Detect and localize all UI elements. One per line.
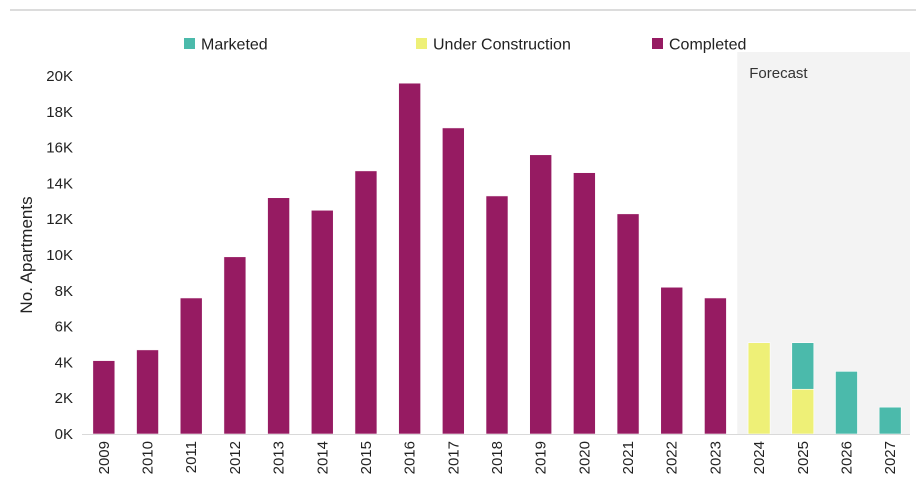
y-tick-label: 16K bbox=[46, 140, 73, 157]
bar-completed-2023 bbox=[704, 297, 727, 435]
x-tick-label-2016: 2016 bbox=[402, 441, 419, 474]
y-tick-label: 2K bbox=[55, 390, 73, 407]
forecast-label: Forecast bbox=[749, 65, 808, 82]
bar-completed-2022 bbox=[660, 286, 684, 435]
bars bbox=[92, 82, 902, 435]
x-axis-ticks: 2009 2010 2011 2012 2013 2014 2015 2016 2017 2018… bbox=[96, 441, 899, 474]
x-tick-label-2018: 2018 bbox=[489, 441, 506, 474]
y-tick-label: 10K bbox=[46, 247, 73, 264]
x-tick-label-2010: 2010 bbox=[140, 441, 157, 474]
bar-completed-2013 bbox=[267, 197, 290, 435]
bar-completed-2018 bbox=[485, 195, 509, 435]
y-tick-label: 20K bbox=[46, 68, 73, 85]
x-tick-label-2027: 2027 bbox=[882, 441, 899, 474]
legend-label-marketed: Marketed bbox=[201, 37, 268, 54]
x-tick-label-2026: 2026 bbox=[838, 441, 855, 474]
bar-completed-2011 bbox=[179, 297, 203, 435]
y-axis-title: No. Apartments bbox=[17, 196, 36, 313]
y-tick-label: 8K bbox=[55, 283, 73, 300]
x-tick-label-2023: 2023 bbox=[707, 441, 724, 474]
bar-marketed-2027 bbox=[878, 406, 902, 435]
legend-label-under-construction: Under Construction bbox=[433, 37, 571, 54]
x-tick-label-2017: 2017 bbox=[445, 441, 462, 474]
y-tick-label: 18K bbox=[46, 104, 73, 121]
bar-completed-2016 bbox=[398, 82, 421, 435]
bar-completed-2017 bbox=[442, 127, 465, 435]
x-tick-label-2013: 2013 bbox=[271, 441, 288, 474]
bar-completed-2010 bbox=[136, 349, 159, 435]
bar-marketed-2026 bbox=[835, 371, 858, 435]
x-tick-label-2021: 2021 bbox=[620, 441, 637, 474]
legend-label-completed: Completed bbox=[669, 37, 746, 54]
bar-completed-2021 bbox=[616, 213, 640, 435]
bar-completed-2012 bbox=[223, 256, 247, 435]
x-tick-label-2025: 2025 bbox=[795, 441, 812, 474]
x-tick-label-2011: 2011 bbox=[183, 441, 200, 473]
y-tick-label: 6K bbox=[55, 319, 73, 336]
bar-marketed-2025 bbox=[791, 342, 815, 390]
x-tick-label-2014: 2014 bbox=[314, 441, 331, 474]
bar-completed-2009 bbox=[92, 360, 116, 435]
x-tick-label-2020: 2020 bbox=[576, 441, 593, 474]
x-tick-label-2012: 2012 bbox=[227, 441, 244, 474]
legend-swatch-marketed bbox=[184, 38, 195, 49]
x-tick-label-2024: 2024 bbox=[751, 441, 768, 474]
x-tick-label-2022: 2022 bbox=[664, 441, 681, 474]
x-tick-label-2009: 2009 bbox=[96, 441, 113, 474]
bar-under-construction-2024 bbox=[747, 342, 771, 435]
bar-under-construction-2025 bbox=[791, 388, 815, 435]
legend-swatch-under-construction bbox=[416, 38, 427, 49]
y-tick-label: 4K bbox=[55, 354, 73, 371]
legend: Marketed Under Construction Completed bbox=[184, 37, 746, 54]
bar-completed-2015 bbox=[354, 170, 378, 435]
bar-completed-2014 bbox=[310, 209, 334, 435]
x-tick-label-2015: 2015 bbox=[358, 441, 375, 474]
bar-completed-2020 bbox=[573, 172, 596, 435]
y-tick-label: 12K bbox=[46, 211, 73, 228]
legend-swatch-completed bbox=[652, 38, 663, 49]
y-tick-label: 0K bbox=[55, 426, 73, 443]
y-axis-ticks: 0K 2K 4K 6K 8K 10K 12K 14K 16K 18K 20K bbox=[46, 68, 73, 443]
x-tick-label-2019: 2019 bbox=[533, 441, 550, 474]
y-tick-label: 14K bbox=[46, 175, 73, 192]
bar-completed-2019 bbox=[529, 154, 552, 435]
